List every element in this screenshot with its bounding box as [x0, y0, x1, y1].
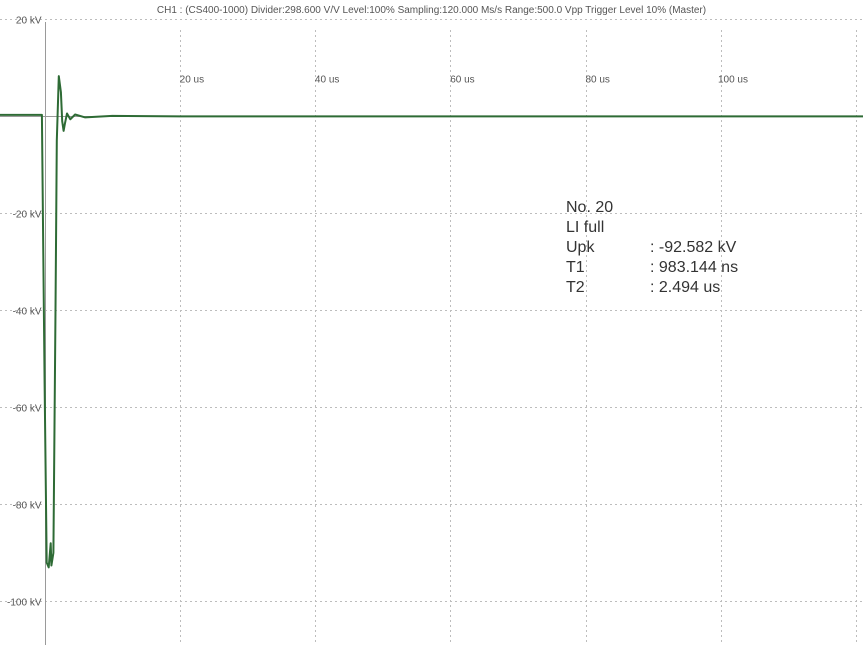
x-tick-label: 60 us [450, 74, 474, 85]
info-value-t2: : 2.494 us [650, 279, 721, 296]
y-tick-labels: 20 kV -20 kV -40 kV -60 kV -80 kV -100 kV [7, 15, 42, 608]
x-tick-label: 40 us [315, 74, 339, 85]
waveform-trace [0, 75, 863, 569]
info-row-t1: T1 : 983.144 ns [566, 258, 738, 278]
y-tick-label: -40 kV [13, 306, 42, 317]
acquisition-settings-header: CH1 : (CS400-1000) Divider:298.600 V/V L… [156, 5, 707, 16]
impulse-mode: LI full [566, 219, 605, 236]
y-tick-label: 20 kV [16, 15, 42, 26]
info-row-t2: T2 : 2.494 us [566, 278, 738, 298]
info-key-t1: T1 [566, 259, 585, 276]
trace-group [0, 75, 863, 569]
x-tick-label: 20 us [180, 74, 204, 85]
x-tick-label: 100 us [718, 74, 748, 85]
y-tick-label: -60 kV [13, 403, 42, 414]
y-tick-label: -80 kV [13, 500, 42, 511]
y-tick-label: -20 kV [13, 209, 42, 220]
measurement-info-panel: No. 20 LI full Upk : -92.582 kV T1 : 983… [566, 198, 738, 298]
info-row-upk: Upk : -92.582 kV [566, 238, 738, 258]
x-tick-label: 80 us [585, 74, 609, 85]
shot-number: No. 20 [566, 199, 614, 216]
info-key-upk: Upk [566, 239, 595, 256]
info-value-t1: : 983.144 ns [650, 259, 739, 276]
info-key-t2: T2 [566, 279, 585, 296]
y-tick-label: -100 kV [7, 597, 42, 608]
info-value-upk: : -92.582 kV [650, 239, 737, 256]
grid-lines [0, 19, 863, 645]
